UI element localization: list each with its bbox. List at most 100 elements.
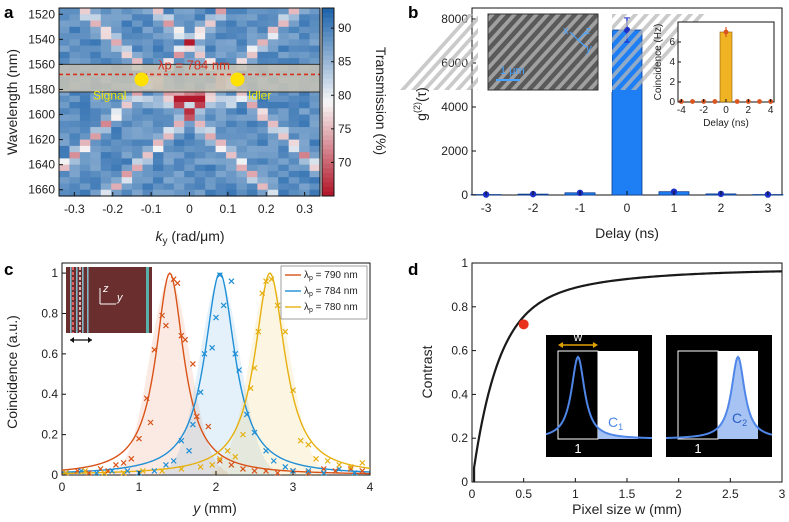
heatmap-cell (215, 14, 227, 22)
heatmap-cell (184, 51, 196, 59)
data-cross (216, 457, 223, 464)
data-cross (347, 463, 354, 470)
heatmap-cell (194, 114, 206, 122)
inset-ytick-label: 4 (669, 57, 675, 68)
heatmap-cell (121, 139, 133, 147)
heatmap-cell (246, 33, 258, 40)
heatmap-cell (267, 14, 279, 22)
heatmap-cell (100, 14, 112, 22)
heatmap-cell (59, 152, 71, 159)
heatmap-cell (79, 102, 91, 109)
heatmap-cell (59, 177, 71, 185)
heatmap-cell (267, 45, 279, 53)
heatmap-cell (121, 114, 133, 122)
ytick-label-b: 0 (461, 188, 468, 202)
heatmap-cell (79, 177, 91, 185)
heatmap-cell (69, 177, 81, 185)
c1-label: C1 (608, 414, 623, 432)
heatmap-cell (69, 45, 81, 53)
colorbar-segment (322, 186, 334, 192)
ylabel-a: Wavelength (nm) (4, 49, 20, 155)
heatmap-cell (121, 33, 133, 40)
data-cross (205, 423, 212, 430)
colorbar-segment (322, 83, 334, 89)
heatmap-cell (246, 120, 258, 128)
heatmap-cell (100, 145, 112, 153)
heatmap-cell (288, 189, 300, 197)
heatmap-cell (79, 108, 91, 116)
heatmap-cell (69, 145, 81, 153)
heatmap-cell (299, 177, 311, 185)
heatmap-cell (79, 133, 91, 141)
heatmap-cell (163, 89, 175, 97)
heatmap-cell (288, 139, 300, 147)
heatmap-cell (246, 139, 258, 147)
heatmap-cell (142, 45, 154, 53)
heatmap-cell (278, 51, 290, 59)
heatmap-cell (184, 170, 196, 178)
heatmap-cell (184, 33, 196, 40)
heatmap-cell (121, 170, 133, 178)
data-cross (313, 455, 320, 462)
data-cross (174, 280, 181, 287)
colorbar-segment (322, 87, 334, 94)
heatmap-cell (288, 183, 300, 191)
xtick-label-b: -3 (481, 201, 492, 215)
data-cross (189, 421, 196, 428)
heatmap-cell (299, 14, 311, 22)
xtick-label-c: 0 (59, 480, 66, 494)
heatmap-cell (205, 139, 217, 147)
heatmap-cell (309, 145, 321, 153)
sem-mask-left (478, 12, 488, 92)
heatmap-cell (142, 133, 154, 141)
heatmap-cell (59, 170, 71, 178)
heatmap-cell (69, 127, 81, 134)
heatmap-cell (111, 102, 123, 109)
heatmap-cell (246, 170, 258, 178)
heatmap-cell (194, 145, 206, 153)
ylabel-b: g(2)(τ) (412, 87, 429, 121)
sem-stripe (576, 14, 650, 90)
heatmap-cell (226, 158, 238, 166)
sem-stripe (455, 14, 529, 90)
heatmap-cell (90, 14, 102, 22)
inset-xtick-label: -4 (677, 105, 686, 116)
inset-ytick-label: 2 (669, 77, 675, 88)
data-cross (159, 312, 166, 319)
heatmap-cell (226, 127, 238, 134)
heatmap-cell (205, 89, 217, 97)
heatmap-cell (142, 152, 154, 159)
heatmap-cell (299, 145, 311, 153)
heatmap-cell (309, 158, 321, 166)
heatmap-cell (257, 145, 269, 153)
heatmap-cell (132, 51, 144, 59)
heatmap-cell (288, 158, 300, 166)
contrast-area (598, 427, 638, 439)
c1-sub: 1 (618, 422, 623, 432)
heatmap-cell (194, 164, 206, 172)
ylabel-b-arg: (τ) (413, 87, 429, 102)
heatmap-cell (246, 183, 258, 191)
ylabel-c: Coincidence (a.u.) (4, 315, 20, 429)
sem-inset: 1 μm x zy (400, 12, 705, 92)
waveguide-stripe (76, 267, 78, 333)
heatmap-cell (163, 108, 175, 116)
heatmap-cell (142, 114, 154, 122)
sem-stripe (477, 14, 551, 90)
colorbar-segment (322, 111, 334, 117)
ytick-label-d: 0 (461, 475, 468, 489)
heatmap-cell (142, 108, 154, 116)
inset-ylabel: Coincidence (Hz) (653, 24, 664, 101)
heatmap-cell (236, 51, 248, 59)
heatmap-cell (173, 120, 185, 128)
heatmap-cell (215, 177, 227, 185)
heatmap-cell (215, 183, 227, 191)
heatmap-cell (152, 158, 164, 166)
heatmap-cell (236, 133, 248, 141)
heatmap-cell (215, 139, 227, 147)
heatmap-cell (152, 14, 164, 22)
heatmap-cell (100, 189, 112, 197)
ytick-label-d: 0.2 (451, 431, 468, 445)
xtick-label-b: 1 (671, 201, 678, 215)
heatmap-cell (278, 20, 290, 28)
